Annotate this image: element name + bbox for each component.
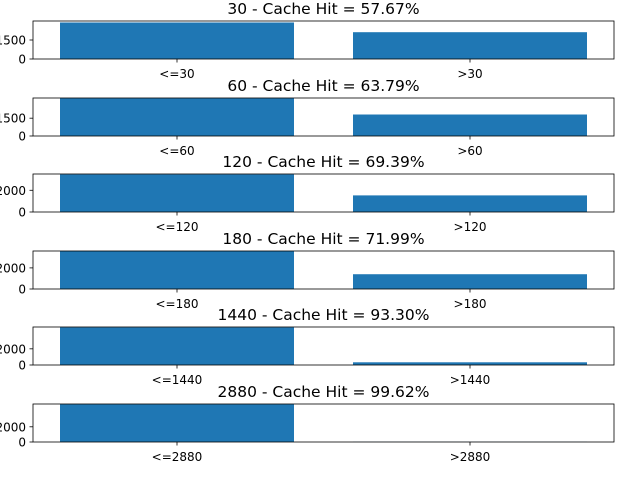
subplot-2: 0 1500 <=60 >60 60 - Cache Hit = 63.79% <box>0 77 614 158</box>
y-tick-label: 1500 <box>0 112 26 126</box>
y-tick-label: 2000 <box>0 261 26 275</box>
x-tick-label: >60 <box>457 144 482 158</box>
x-tick-label: >180 <box>454 297 487 311</box>
subplot-1: 0 1500 <=30 >30 30 - Cache Hit = 57.67% <box>0 0 614 81</box>
y-tick-label: 0 <box>18 53 26 67</box>
y-tick-label: 0 <box>18 359 26 373</box>
subplot-title: 120 - Cache Hit = 69.39% <box>222 153 424 171</box>
bar-2 <box>353 115 587 136</box>
subplot-title: 180 - Cache Hit = 71.99% <box>222 230 424 248</box>
y-tick-label: 2000 <box>0 184 26 198</box>
subplot-title: 30 - Cache Hit = 57.67% <box>227 0 419 18</box>
x-tick-label: <=60 <box>159 144 194 158</box>
bar-2 <box>353 274 587 289</box>
x-tick-label: >2880 <box>450 450 491 464</box>
x-tick-label: <=180 <box>155 297 198 311</box>
y-tick-label: 2000 <box>0 342 26 356</box>
bar-2 <box>353 362 587 365</box>
y-tick-label: 0 <box>18 206 26 220</box>
y-tick-label: 2000 <box>0 420 26 434</box>
subplot-title: 60 - Cache Hit = 63.79% <box>227 77 419 95</box>
bar-2 <box>353 32 587 59</box>
bar-1 <box>60 174 294 212</box>
bar-1 <box>60 404 294 442</box>
y-tick-label: 1500 <box>0 34 26 48</box>
x-tick-label: >30 <box>457 67 482 81</box>
bar-1 <box>60 22 294 59</box>
x-tick-label: >120 <box>454 220 487 234</box>
subplot-title: 2880 - Cache Hit = 99.62% <box>217 383 429 401</box>
y-tick-label: 0 <box>18 130 26 144</box>
subplot-title: 1440 - Cache Hit = 93.30% <box>217 306 429 324</box>
bar-1 <box>60 98 294 136</box>
subplot-3: 0 2000 <=120 >120 120 - Cache Hit = 69.39% <box>0 153 614 234</box>
y-tick-label: 0 <box>18 436 26 450</box>
x-tick-label: <=30 <box>159 67 194 81</box>
x-tick-label: <=120 <box>155 220 198 234</box>
bar-2 <box>353 195 587 212</box>
x-tick-label: <=1440 <box>152 373 203 387</box>
subplot-6: 0 2000 <=2880 >2880 2880 - Cache Hit = 99.62… <box>0 383 614 464</box>
y-tick-label: 0 <box>18 283 26 297</box>
bar-1 <box>60 327 294 365</box>
subplot-4: 0 2000 <=180 >180 180 - Cache Hit = 71.99% <box>0 230 614 311</box>
bar-1 <box>60 251 294 289</box>
subplot-5: 0 2000 <=1440 >1440 1440 - Cache Hit = 93.30… <box>0 306 614 387</box>
x-tick-label: >1440 <box>450 373 491 387</box>
x-tick-label: <=2880 <box>152 450 203 464</box>
